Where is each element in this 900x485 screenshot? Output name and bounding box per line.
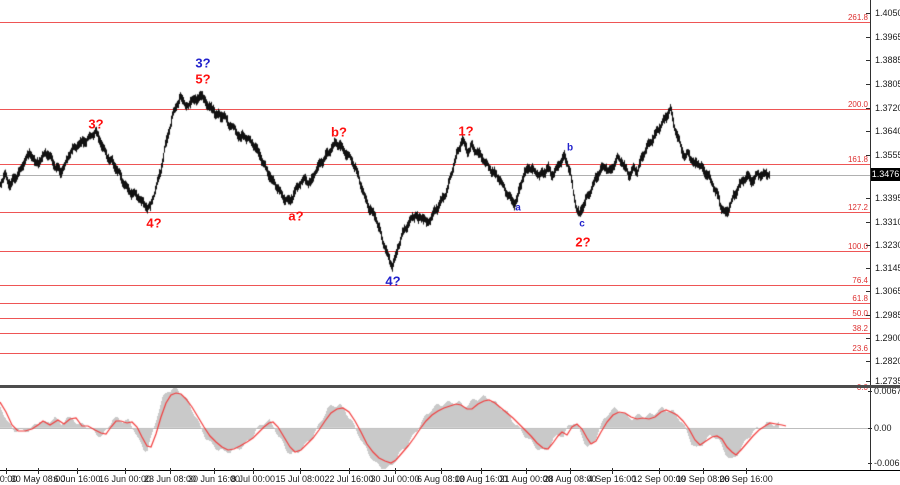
price-tick [866, 198, 871, 199]
price-tick-label: 1.3885 [875, 55, 900, 65]
wave-label[interactable]: a [515, 202, 521, 214]
wave-label[interactable]: 4? [146, 215, 162, 231]
time-tick-label: 22 Jul 16:00 [324, 474, 374, 484]
time-tick-label: 00:00 [0, 474, 18, 484]
time-tick-label: 6 Jun 16:00 [53, 474, 101, 484]
price-tick-label: 1.3230 [875, 240, 900, 250]
time-tick [125, 468, 126, 474]
wave-label[interactable]: 4? [385, 273, 401, 289]
wave-label[interactable]: b [566, 142, 574, 154]
time-tick [481, 468, 482, 474]
time-tick [395, 468, 396, 474]
wave-label[interactable]: 5? [195, 71, 211, 87]
time-tick [253, 468, 254, 474]
time-tick [746, 468, 747, 474]
time-tick-label: 28 Aug 08:00 [543, 474, 597, 484]
price-tick-label: 1.3065 [875, 286, 900, 296]
price-axis-border [870, 0, 871, 470]
price-tick [866, 291, 871, 292]
price-tick-label: 1.3395 [875, 193, 900, 203]
time-tick [38, 468, 39, 474]
wave-label[interactable]: a? [288, 208, 304, 224]
price-tick [866, 315, 871, 316]
time-tick [703, 468, 704, 474]
time-tick [526, 468, 527, 474]
wave-label[interactable]: b? [331, 124, 347, 140]
time-tick-label: 26 Sep 16:00 [719, 474, 773, 484]
time-tick-label: 6 Aug 08:00 [416, 474, 466, 484]
time-tick [612, 468, 613, 474]
oscillator-zero-label: 0.00 [874, 423, 892, 433]
wave-label[interactable]: 3? [88, 116, 104, 132]
wave-label[interactable]: 3? [195, 55, 211, 71]
price-tick [866, 108, 871, 109]
price-tick-label: 1.2900 [875, 333, 900, 343]
price-tick [866, 381, 871, 382]
price-tick [866, 84, 871, 85]
time-tick-label: 4 Sep 16:00 [587, 474, 637, 484]
price-tick-label: 1.3640 [875, 126, 900, 136]
time-tick [300, 468, 301, 474]
price-tick-label: 1.3555 [875, 150, 900, 160]
price-tick [866, 37, 871, 38]
price-tick-label: 1.3310 [875, 217, 900, 227]
price-tick [866, 268, 871, 269]
price-tick-label: 1.2985 [875, 310, 900, 320]
time-tick [441, 468, 442, 474]
price-tick-label: 1.2820 [875, 356, 900, 366]
price-tick [866, 338, 871, 339]
price-tick [866, 131, 871, 132]
time-tick [6, 468, 7, 474]
price-tick [866, 222, 871, 223]
price-tick-label: 1.2735 [875, 376, 900, 386]
time-tick [570, 468, 571, 474]
time-tick-label: 23 Jun 08:00 [143, 474, 197, 484]
price-tick [866, 245, 871, 246]
price-tick [866, 13, 871, 14]
time-tick-label: 12 Sep 00:00 [632, 474, 686, 484]
time-tick-label: 13 Aug 16:00 [454, 474, 508, 484]
time-tick-label: 30 Jul 00:00 [370, 474, 420, 484]
oscillator-axis-tick [868, 428, 872, 429]
price-tick-label: 1.3720 [875, 103, 900, 113]
time-tick [170, 468, 171, 474]
oscillator-max-label: 0.00678 [874, 386, 900, 396]
panel-separator[interactable] [0, 385, 900, 388]
time-tick-label: 21 Aug 00:00 [499, 474, 553, 484]
wave-annotation-layer: 3? 3? 5? 4? a? b? 1? 4? a b c 2? [88, 55, 591, 289]
price-tick-label: 1.3805 [875, 79, 900, 89]
oscillator-axis-tick [868, 391, 872, 392]
oscillator-canvas[interactable] [0, 388, 870, 470]
time-tick-label: 30 Jun 16:00 [187, 474, 241, 484]
time-tick-label: 19 Sep 08:00 [676, 474, 730, 484]
time-tick [214, 468, 215, 474]
time-tick [659, 468, 660, 474]
price-tick [866, 60, 871, 61]
price-tick-label: 1.3145 [875, 263, 900, 273]
price-tick-label: 1.3965 [875, 32, 900, 42]
wave-label[interactable]: 1? [458, 123, 474, 139]
price-tick [866, 361, 871, 362]
price-tick-label: 1.4050 [875, 8, 900, 18]
oscillator-min-label: -0.00668 [874, 458, 900, 468]
wave-label[interactable]: c [579, 218, 585, 230]
price-tick [866, 155, 871, 156]
candlestick-chart-canvas[interactable] [0, 0, 870, 385]
time-tick-label: 15 Jul 08:00 [275, 474, 325, 484]
time-tick-label: 16 Jun 00:00 [98, 474, 152, 484]
time-tick-label: 8 Jul 00:00 [230, 474, 276, 484]
time-tick [349, 468, 350, 474]
wave-label[interactable]: 2? [575, 234, 591, 250]
current-price-badge: 1.3476 [871, 168, 900, 181]
time-tick-label: 30 May 08:00 [10, 474, 66, 484]
time-tick [77, 468, 78, 474]
oscillator-axis-tick [868, 463, 872, 464]
